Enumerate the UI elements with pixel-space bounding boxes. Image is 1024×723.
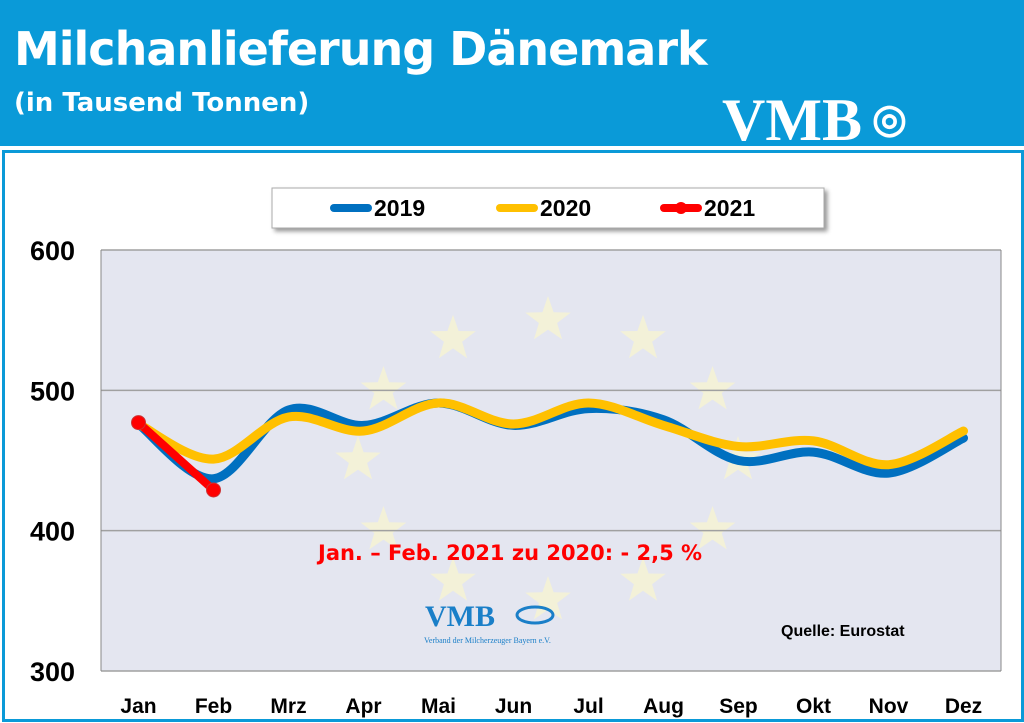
- legend-label-2020: 2020: [540, 195, 591, 221]
- watermark-swirl-icon: [515, 605, 555, 625]
- legend-label-2021: 2021: [704, 195, 755, 221]
- header-banner: Milchanlieferung Dänemark (in Tausend To…: [0, 0, 1024, 153]
- series-line-2021: [134, 418, 218, 494]
- eu-star-icon: [430, 314, 476, 359]
- eu-star-icon: [620, 314, 666, 359]
- watermark-logo: VMB: [425, 600, 495, 633]
- page-title: Milchanlieferung Dänemark: [14, 22, 708, 76]
- annotation-text: Jan. – Feb. 2021 zu 2020: - 2,5 %: [316, 541, 702, 565]
- source-label: Quelle: Eurostat: [781, 623, 905, 640]
- x-tick-label: Mai: [421, 695, 456, 718]
- x-tick-label: Dez: [945, 695, 982, 718]
- x-tick-label: Aug: [643, 695, 684, 718]
- eu-star-icon: [689, 506, 736, 550]
- page-subtitle: (in Tausend Tonnen): [14, 88, 310, 118]
- y-tick-label: 500: [30, 376, 75, 406]
- eu-star-icon: [335, 436, 381, 480]
- eu-star-icon: [360, 366, 407, 410]
- vmb-logo: VMB ◎: [722, 86, 907, 155]
- x-tick-label: Mrz: [270, 695, 306, 718]
- y-tick-label: 600: [30, 236, 75, 266]
- eu-star-icon: [360, 506, 407, 550]
- data-point-2021: [131, 415, 146, 431]
- x-tick-label: Sep: [719, 695, 758, 718]
- eu-star-icon: [620, 557, 666, 601]
- x-tick-label: Jul: [573, 695, 603, 718]
- watermark-text: Verband der Milcherzeuger Bayern e.V.: [424, 636, 551, 645]
- legend-box: [271, 187, 825, 229]
- data-point-2021: [206, 482, 221, 498]
- x-tick-label: Apr: [345, 695, 381, 718]
- series-line-2020: [134, 398, 968, 470]
- eu-star-icon: [525, 296, 571, 340]
- y-tick-label: 400: [30, 517, 75, 547]
- y-tick-label: 300: [30, 657, 75, 687]
- eu-star-icon: [430, 557, 476, 601]
- eu-star-icon: [689, 366, 736, 410]
- x-tick-label: Jan: [120, 695, 156, 718]
- x-tick-label: Feb: [195, 695, 232, 718]
- eu-star-icon: [525, 576, 571, 620]
- legend-marker-2021: [675, 202, 687, 214]
- swirl-icon: ◎: [871, 96, 907, 141]
- legend-label-2019: 2019: [374, 195, 425, 221]
- x-tick-label: Jun: [495, 695, 532, 718]
- x-tick-label: Okt: [796, 695, 831, 718]
- vmb-logo-text: VMB: [722, 87, 862, 153]
- x-tick-label: Nov: [869, 695, 909, 718]
